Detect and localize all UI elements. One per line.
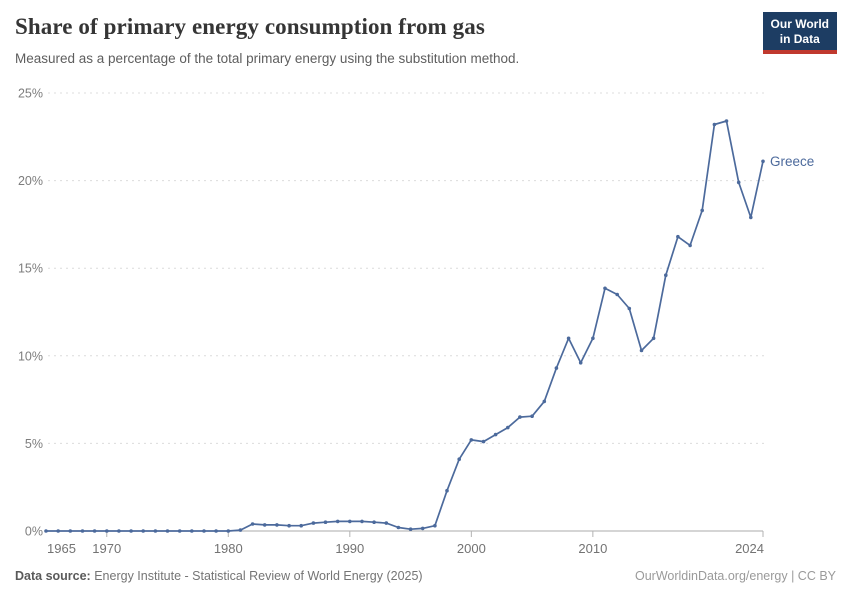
data-point-marker[interactable]: [129, 529, 133, 533]
data-point-marker[interactable]: [566, 336, 571, 341]
x-tick-label: 1970: [92, 541, 121, 556]
data-point-marker[interactable]: [214, 529, 218, 533]
x-tick-label: 2000: [457, 541, 486, 556]
data-point-marker[interactable]: [190, 529, 194, 533]
data-point-marker[interactable]: [44, 529, 48, 533]
owid-logo-line1: Our World: [770, 17, 829, 31]
data-source-label: Data source:: [15, 569, 91, 583]
data-point-marker[interactable]: [68, 529, 73, 533]
data-point-marker[interactable]: [591, 336, 595, 341]
data-point-marker[interactable]: [348, 519, 352, 524]
data-point-marker[interactable]: [360, 519, 364, 524]
x-tick-label: 2010: [578, 541, 607, 556]
data-point-marker[interactable]: [627, 306, 632, 311]
y-tick-label: 10%: [18, 349, 43, 363]
data-point-marker[interactable]: [420, 526, 425, 531]
data-source-text: Energy Institute - Statistical Review of…: [90, 569, 423, 583]
data-point-marker[interactable]: [226, 529, 231, 533]
y-tick-label: 15%: [18, 262, 43, 276]
data-point-marker[interactable]: [700, 208, 704, 213]
data-point-marker[interactable]: [275, 523, 279, 527]
data-point-marker[interactable]: [481, 439, 486, 444]
data-point-marker[interactable]: [372, 520, 376, 524]
data-point-marker[interactable]: [457, 457, 462, 462]
y-tick-label: 25%: [18, 87, 43, 101]
data-point-marker[interactable]: [202, 529, 206, 533]
data-point-marker[interactable]: [554, 366, 559, 370]
data-point-marker[interactable]: [724, 119, 729, 123]
data-point-marker[interactable]: [80, 529, 85, 533]
x-tick-label: 2024: [735, 541, 764, 556]
series-entity-label[interactable]: Greece: [770, 154, 814, 169]
data-point-marker[interactable]: [177, 529, 182, 533]
owid-logo-line2: in Data: [779, 32, 820, 46]
data-point-marker[interactable]: [56, 529, 60, 533]
y-tick-label: 20%: [18, 174, 43, 188]
data-point-marker[interactable]: [749, 215, 753, 220]
data-point-marker[interactable]: [651, 336, 656, 341]
data-point-marker[interactable]: [688, 243, 692, 248]
data-point-marker[interactable]: [542, 399, 547, 404]
data-point-marker[interactable]: [299, 523, 304, 528]
data-point-marker[interactable]: [384, 521, 389, 525]
x-tick-label: 1965: [47, 541, 76, 556]
data-point-marker[interactable]: [664, 273, 668, 278]
data-point-marker[interactable]: [92, 529, 97, 533]
data-point-marker[interactable]: [676, 234, 680, 239]
data-point-marker[interactable]: [105, 529, 109, 533]
data-point-marker[interactable]: [736, 180, 741, 185]
y-tick-label: 0%: [25, 525, 43, 539]
data-source-note: Data source: Energy Institute - Statisti…: [15, 569, 423, 583]
data-point-marker[interactable]: [530, 414, 534, 419]
series-line-greece[interactable]: [45, 120, 764, 532]
data-point-marker[interactable]: [153, 529, 158, 533]
data-point-marker[interactable]: [335, 519, 340, 524]
data-point-marker[interactable]: [287, 523, 291, 528]
data-point-marker[interactable]: [506, 425, 510, 430]
y-tick-label: 5%: [25, 437, 43, 451]
data-point-marker[interactable]: [311, 521, 316, 525]
data-point-marker[interactable]: [433, 523, 437, 528]
data-point-marker[interactable]: [262, 523, 267, 527]
data-point-marker[interactable]: [578, 361, 583, 365]
data-point-marker[interactable]: [250, 522, 255, 526]
chart-title: Share of primary energy consumption from…: [15, 14, 485, 39]
data-point-marker[interactable]: [469, 438, 474, 442]
x-tick-label: 1990: [335, 541, 364, 556]
data-point-marker[interactable]: [712, 122, 717, 127]
data-point-marker[interactable]: [408, 527, 413, 531]
data-point-marker[interactable]: [117, 529, 121, 533]
data-point-marker[interactable]: [323, 520, 328, 524]
data-point-marker[interactable]: [761, 159, 765, 164]
data-point-marker[interactable]: [518, 415, 522, 419]
credit-link[interactable]: OurWorldinData.org/energy | CC BY: [634, 569, 836, 583]
x-tick-label: 1980: [214, 541, 243, 556]
data-point-marker[interactable]: [445, 488, 449, 493]
data-point-marker[interactable]: [493, 432, 498, 437]
owid-logo[interactable]: Our World in Data: [762, 12, 837, 54]
data-point-marker[interactable]: [165, 529, 170, 533]
data-point-marker[interactable]: [396, 525, 401, 530]
chart-subtitle: Measured as a percentage of the total pr…: [15, 51, 520, 66]
data-point-marker[interactable]: [615, 292, 619, 297]
data-point-marker[interactable]: [141, 529, 145, 533]
data-point-marker[interactable]: [238, 528, 243, 532]
data-point-marker[interactable]: [639, 348, 644, 353]
data-point-marker[interactable]: [603, 286, 607, 291]
